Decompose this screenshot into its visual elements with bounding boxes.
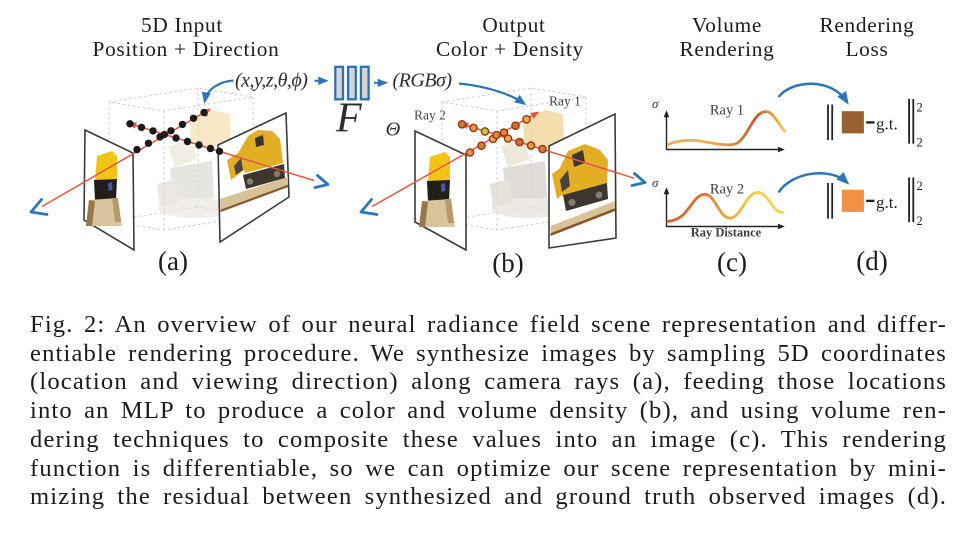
svg-text:Ray 2: Ray 2 bbox=[414, 108, 446, 123]
svg-text:(RGBσ): (RGBσ) bbox=[393, 70, 453, 92]
svg-text:Rendering: Rendering bbox=[819, 13, 914, 37]
svg-text:(d): (d) bbox=[856, 246, 887, 276]
svg-text:(x,y,z,θ,ϕ): (x,y,z,θ,ϕ) bbox=[235, 70, 308, 92]
svg-text:Ray 1: Ray 1 bbox=[710, 103, 744, 119]
svg-text:g.t.: g.t. bbox=[876, 114, 898, 133]
svg-text:Color + Density: Color + Density bbox=[436, 37, 584, 61]
svg-text:(b): (b) bbox=[492, 248, 523, 278]
svg-text:Θ: Θ bbox=[386, 119, 401, 141]
svg-text:Position + Direction: Position + Direction bbox=[93, 37, 280, 61]
svg-text:2: 2 bbox=[917, 214, 923, 228]
svg-text:2: 2 bbox=[917, 100, 923, 114]
svg-text:σ: σ bbox=[652, 175, 659, 190]
svg-text:Rendering: Rendering bbox=[679, 37, 774, 61]
svg-text:Ray 2: Ray 2 bbox=[710, 182, 744, 198]
svg-text:σ: σ bbox=[652, 96, 659, 111]
svg-text:2: 2 bbox=[917, 179, 923, 193]
svg-text:Loss: Loss bbox=[845, 37, 888, 61]
svg-text:F: F bbox=[335, 96, 362, 142]
svg-text:Volume: Volume bbox=[692, 13, 762, 37]
svg-text:5D Input: 5D Input bbox=[141, 13, 223, 37]
svg-text:(c): (c) bbox=[717, 247, 747, 277]
svg-text:Ray 1: Ray 1 bbox=[549, 94, 581, 109]
svg-text:Output: Output bbox=[482, 13, 545, 37]
svg-text:Ray Distance: Ray Distance bbox=[691, 226, 762, 240]
svg-text:(a): (a) bbox=[158, 246, 188, 276]
svg-text:g.t.: g.t. bbox=[876, 193, 898, 212]
svg-text:2: 2 bbox=[917, 135, 923, 149]
